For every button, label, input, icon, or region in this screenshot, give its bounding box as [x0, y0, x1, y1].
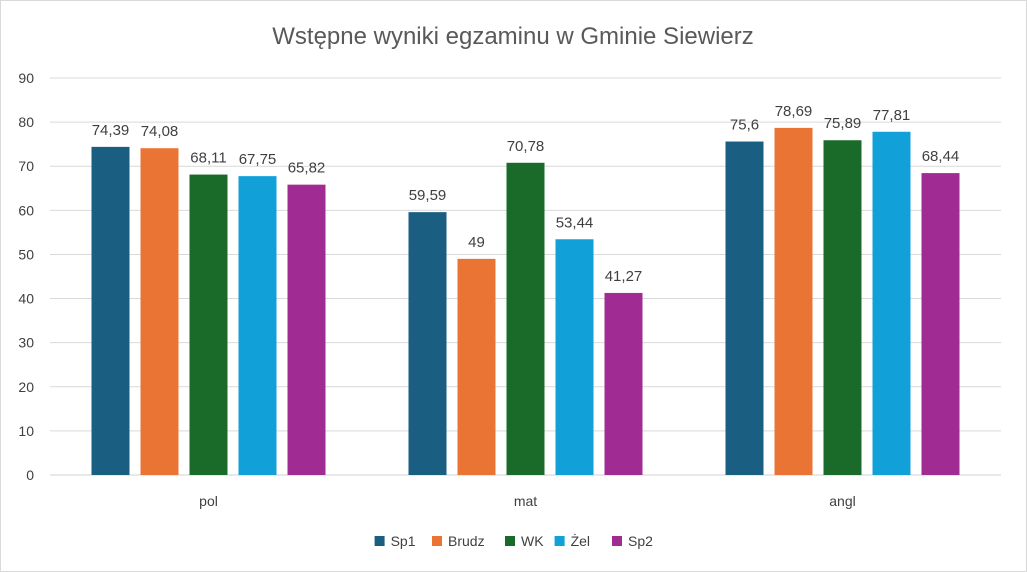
- legend-swatch: [374, 536, 385, 546]
- y-tick-label: 50: [18, 246, 34, 262]
- y-tick-label: 30: [18, 335, 34, 351]
- legend-label: Sp1: [391, 533, 416, 549]
- x-tick-label: angl: [829, 493, 855, 509]
- data-label: 49: [468, 234, 485, 251]
- bar: [872, 131, 911, 476]
- data-label: 78,69: [775, 103, 813, 120]
- data-label: 75,89: [824, 115, 862, 132]
- bar: [555, 239, 594, 475]
- data-label: 53,44: [556, 214, 594, 231]
- legend-label: Sp2: [628, 533, 653, 549]
- legend: Sp1 Brudz WK Żel Sp2: [374, 532, 653, 549]
- legend-label: Żel: [571, 532, 590, 549]
- legend-item: Sp2: [612, 533, 653, 549]
- bar: [604, 292, 643, 475]
- bar: [287, 184, 326, 476]
- legend-swatch: [554, 536, 565, 546]
- legend-item: Brudz: [432, 533, 485, 549]
- data-label: 65,82: [288, 160, 326, 177]
- y-tick-label: 70: [18, 158, 34, 174]
- legend-item: WK: [505, 533, 544, 549]
- legend-swatch: [432, 536, 442, 546]
- bar: [457, 258, 496, 475]
- data-label: 75,6: [730, 117, 759, 134]
- legend-label: Brudz: [448, 533, 485, 549]
- bar: [774, 127, 813, 476]
- bar: [823, 140, 862, 475]
- data-label: 70,78: [507, 138, 545, 155]
- chart-title: Wstępne wyniki egzaminu w Gminie Siewier…: [272, 23, 754, 50]
- y-tick-label: 10: [18, 423, 34, 439]
- y-tick-label: 20: [18, 379, 34, 395]
- legend-item: Żel: [554, 532, 590, 549]
- legend-swatch: [505, 536, 515, 546]
- legend-item: Sp1: [374, 533, 416, 549]
- x-tick-label: mat: [514, 493, 537, 509]
- data-label: 74,08: [141, 123, 179, 140]
- bar: [140, 148, 179, 475]
- bar: [189, 174, 228, 476]
- bars: 74,39 74,08 68,11 67,75 65,82 59,59 49 70,78 53,…: [91, 103, 960, 476]
- data-label: 67,75: [239, 151, 277, 168]
- data-label: 74,39: [92, 122, 130, 139]
- y-tick-label: 0: [26, 467, 34, 483]
- y-tick-label: 60: [18, 202, 34, 218]
- bar: [725, 141, 764, 475]
- y-tick-label: 90: [18, 70, 34, 86]
- data-label: 41,27: [605, 268, 643, 285]
- y-axis: 0 10 20 30 40 50 60 70 80 90: [18, 70, 34, 483]
- bar: [408, 212, 447, 475]
- x-axis: pol mat angl: [199, 493, 856, 509]
- bar: [506, 162, 545, 475]
- legend-label: WK: [521, 533, 544, 549]
- y-tick-label: 40: [18, 291, 34, 307]
- data-label: 68,11: [190, 150, 226, 167]
- bar: [238, 176, 277, 475]
- x-tick-label: pol: [199, 493, 218, 509]
- data-label: 68,44: [922, 148, 960, 165]
- bar: [91, 146, 130, 476]
- legend-swatch: [612, 536, 622, 546]
- data-label: 77,81: [873, 107, 911, 124]
- y-tick-label: 80: [18, 114, 34, 130]
- data-label: 59,59: [409, 187, 447, 204]
- bar: [921, 173, 960, 475]
